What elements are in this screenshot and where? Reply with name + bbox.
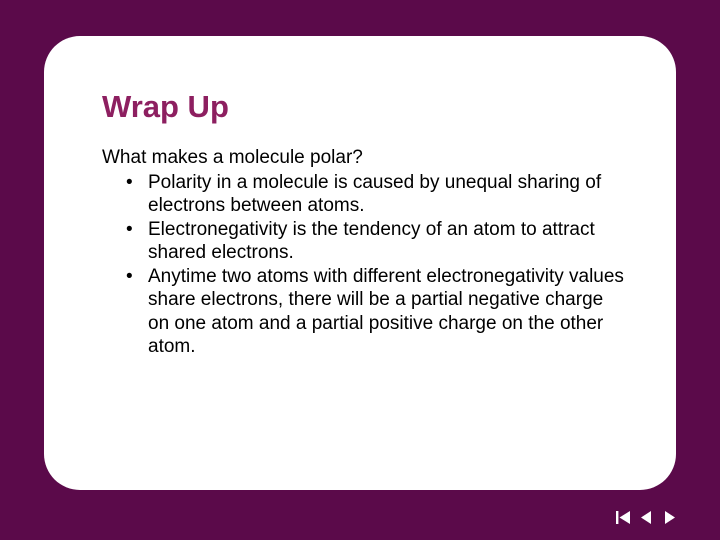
slide-title: Wrap Up <box>102 90 624 124</box>
bullet-item: Polarity in a molecule is caused by uneq… <box>124 171 624 218</box>
prev-slide-button[interactable] <box>638 509 655 526</box>
skip-back-icon <box>616 510 631 525</box>
bullet-item: Electronegativity is the tendency of an … <box>124 218 624 265</box>
next-slide-button[interactable] <box>661 509 678 526</box>
first-slide-button[interactable] <box>615 509 632 526</box>
bullet-item: Anytime two atoms with different electro… <box>124 265 624 359</box>
slide-card: Wrap Up What makes a molecule polar? Pol… <box>44 36 676 490</box>
bullet-list: Polarity in a molecule is caused by uneq… <box>102 171 624 359</box>
triangle-right-icon <box>662 510 677 525</box>
nav-controls <box>615 509 678 526</box>
lead-question: What makes a molecule polar? <box>102 146 624 170</box>
triangle-left-icon <box>639 510 654 525</box>
slide-body: What makes a molecule polar? Polarity in… <box>102 146 624 359</box>
